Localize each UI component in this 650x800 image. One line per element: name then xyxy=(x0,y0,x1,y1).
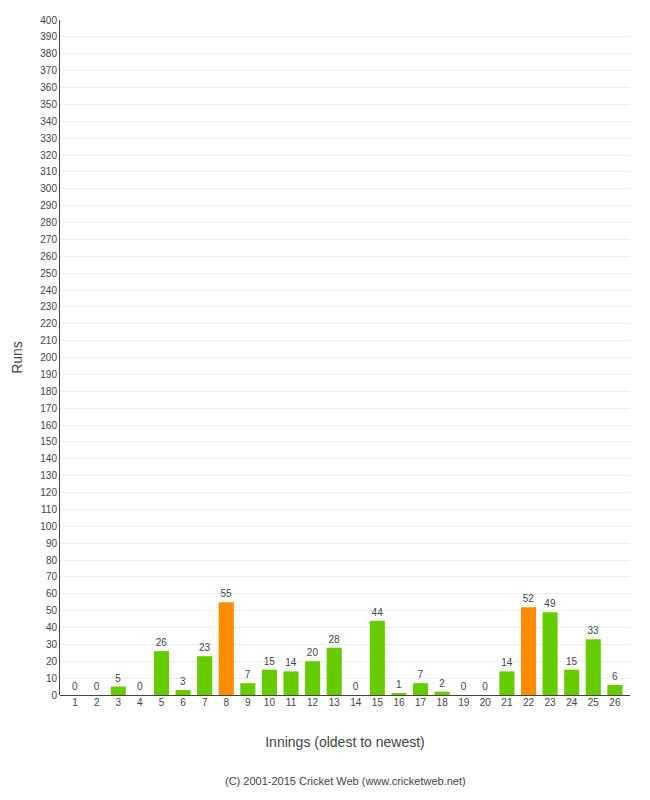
svg-text:14: 14 xyxy=(350,697,362,708)
svg-text:130: 130 xyxy=(40,470,57,481)
svg-text:0: 0 xyxy=(51,690,57,701)
svg-text:3: 3 xyxy=(180,676,186,687)
svg-text:14: 14 xyxy=(501,657,513,668)
svg-text:2: 2 xyxy=(439,678,445,689)
svg-text:33: 33 xyxy=(588,625,600,636)
svg-text:300: 300 xyxy=(40,183,57,194)
svg-text:7: 7 xyxy=(418,669,424,680)
svg-text:290: 290 xyxy=(40,200,57,211)
svg-text:1: 1 xyxy=(396,679,402,690)
svg-text:90: 90 xyxy=(46,538,58,549)
svg-text:15: 15 xyxy=(372,697,384,708)
svg-text:7: 7 xyxy=(202,697,208,708)
svg-text:190: 190 xyxy=(40,369,57,380)
svg-text:390: 390 xyxy=(40,31,57,42)
svg-text:360: 360 xyxy=(40,82,57,93)
svg-text:49: 49 xyxy=(544,598,556,609)
svg-text:55: 55 xyxy=(220,588,232,599)
svg-text:0: 0 xyxy=(72,681,78,692)
svg-text:14: 14 xyxy=(285,657,297,668)
svg-text:230: 230 xyxy=(40,301,57,312)
svg-text:7: 7 xyxy=(245,669,251,680)
svg-text:24: 24 xyxy=(566,697,578,708)
svg-text:400: 400 xyxy=(40,15,57,26)
svg-text:170: 170 xyxy=(40,403,57,414)
svg-text:140: 140 xyxy=(40,453,57,464)
svg-text:160: 160 xyxy=(40,420,57,431)
svg-text:26: 26 xyxy=(609,697,621,708)
svg-text:20: 20 xyxy=(480,697,492,708)
svg-text:260: 260 xyxy=(40,251,57,262)
svg-text:10: 10 xyxy=(264,697,276,708)
svg-text:1: 1 xyxy=(72,697,78,708)
svg-text:200: 200 xyxy=(40,352,57,363)
svg-text:0: 0 xyxy=(353,681,359,692)
svg-text:20: 20 xyxy=(307,647,319,658)
svg-text:310: 310 xyxy=(40,166,57,177)
svg-text:0: 0 xyxy=(461,681,467,692)
svg-text:5: 5 xyxy=(159,697,165,708)
svg-text:9: 9 xyxy=(245,697,251,708)
svg-text:60: 60 xyxy=(46,588,58,599)
svg-text:15: 15 xyxy=(264,656,276,667)
svg-text:2: 2 xyxy=(94,697,100,708)
svg-text:3: 3 xyxy=(116,697,122,708)
svg-text:18: 18 xyxy=(437,697,449,708)
svg-text:40: 40 xyxy=(46,622,58,633)
svg-text:210: 210 xyxy=(40,335,57,346)
svg-text:220: 220 xyxy=(40,318,57,329)
svg-text:17: 17 xyxy=(415,697,427,708)
svg-text:23: 23 xyxy=(199,642,211,653)
svg-text:Runs: Runs xyxy=(9,341,25,374)
svg-text:28: 28 xyxy=(328,634,340,645)
svg-text:21: 21 xyxy=(501,697,513,708)
svg-text:370: 370 xyxy=(40,65,57,76)
svg-text:13: 13 xyxy=(329,697,341,708)
svg-text:330: 330 xyxy=(40,133,57,144)
svg-text:70: 70 xyxy=(46,571,58,582)
svg-text:16: 16 xyxy=(393,697,405,708)
svg-text:110: 110 xyxy=(41,504,57,515)
svg-text:270: 270 xyxy=(40,234,57,245)
svg-text:380: 380 xyxy=(40,48,57,59)
svg-text:19: 19 xyxy=(458,697,470,708)
svg-text:5: 5 xyxy=(115,673,121,684)
svg-text:320: 320 xyxy=(40,150,57,161)
svg-text:100: 100 xyxy=(40,521,57,532)
svg-text:240: 240 xyxy=(40,285,57,296)
svg-text:25: 25 xyxy=(588,697,600,708)
svg-text:23: 23 xyxy=(545,697,557,708)
svg-text:10: 10 xyxy=(46,673,58,684)
svg-text:150: 150 xyxy=(40,436,57,447)
svg-text:30: 30 xyxy=(46,639,58,650)
svg-text:120: 120 xyxy=(40,487,57,498)
svg-text:80: 80 xyxy=(46,555,58,566)
svg-text:22: 22 xyxy=(523,697,535,708)
svg-text:52: 52 xyxy=(523,593,535,604)
svg-text:12: 12 xyxy=(307,697,319,708)
svg-text:26: 26 xyxy=(156,637,168,648)
svg-text:15: 15 xyxy=(566,656,578,667)
svg-text:8: 8 xyxy=(223,697,229,708)
svg-text:0: 0 xyxy=(94,681,100,692)
svg-text:180: 180 xyxy=(40,386,57,397)
svg-text:340: 340 xyxy=(40,116,57,127)
svg-text:0: 0 xyxy=(137,681,143,692)
svg-text:6: 6 xyxy=(180,697,186,708)
svg-text:50: 50 xyxy=(46,605,58,616)
svg-text:Innings (oldest to newest): Innings (oldest to newest) xyxy=(265,734,425,750)
svg-text:11: 11 xyxy=(286,697,297,708)
svg-text:6: 6 xyxy=(612,671,618,682)
svg-text:350: 350 xyxy=(40,99,57,110)
svg-text:44: 44 xyxy=(372,607,384,618)
svg-text:20: 20 xyxy=(46,656,58,667)
svg-text:0: 0 xyxy=(482,681,488,692)
svg-text:(C) 2001-2015 Cricket Web (www: (C) 2001-2015 Cricket Web (www.cricketwe… xyxy=(225,775,466,787)
svg-text:280: 280 xyxy=(40,217,57,228)
svg-text:4: 4 xyxy=(137,697,143,708)
svg-text:250: 250 xyxy=(40,268,57,279)
